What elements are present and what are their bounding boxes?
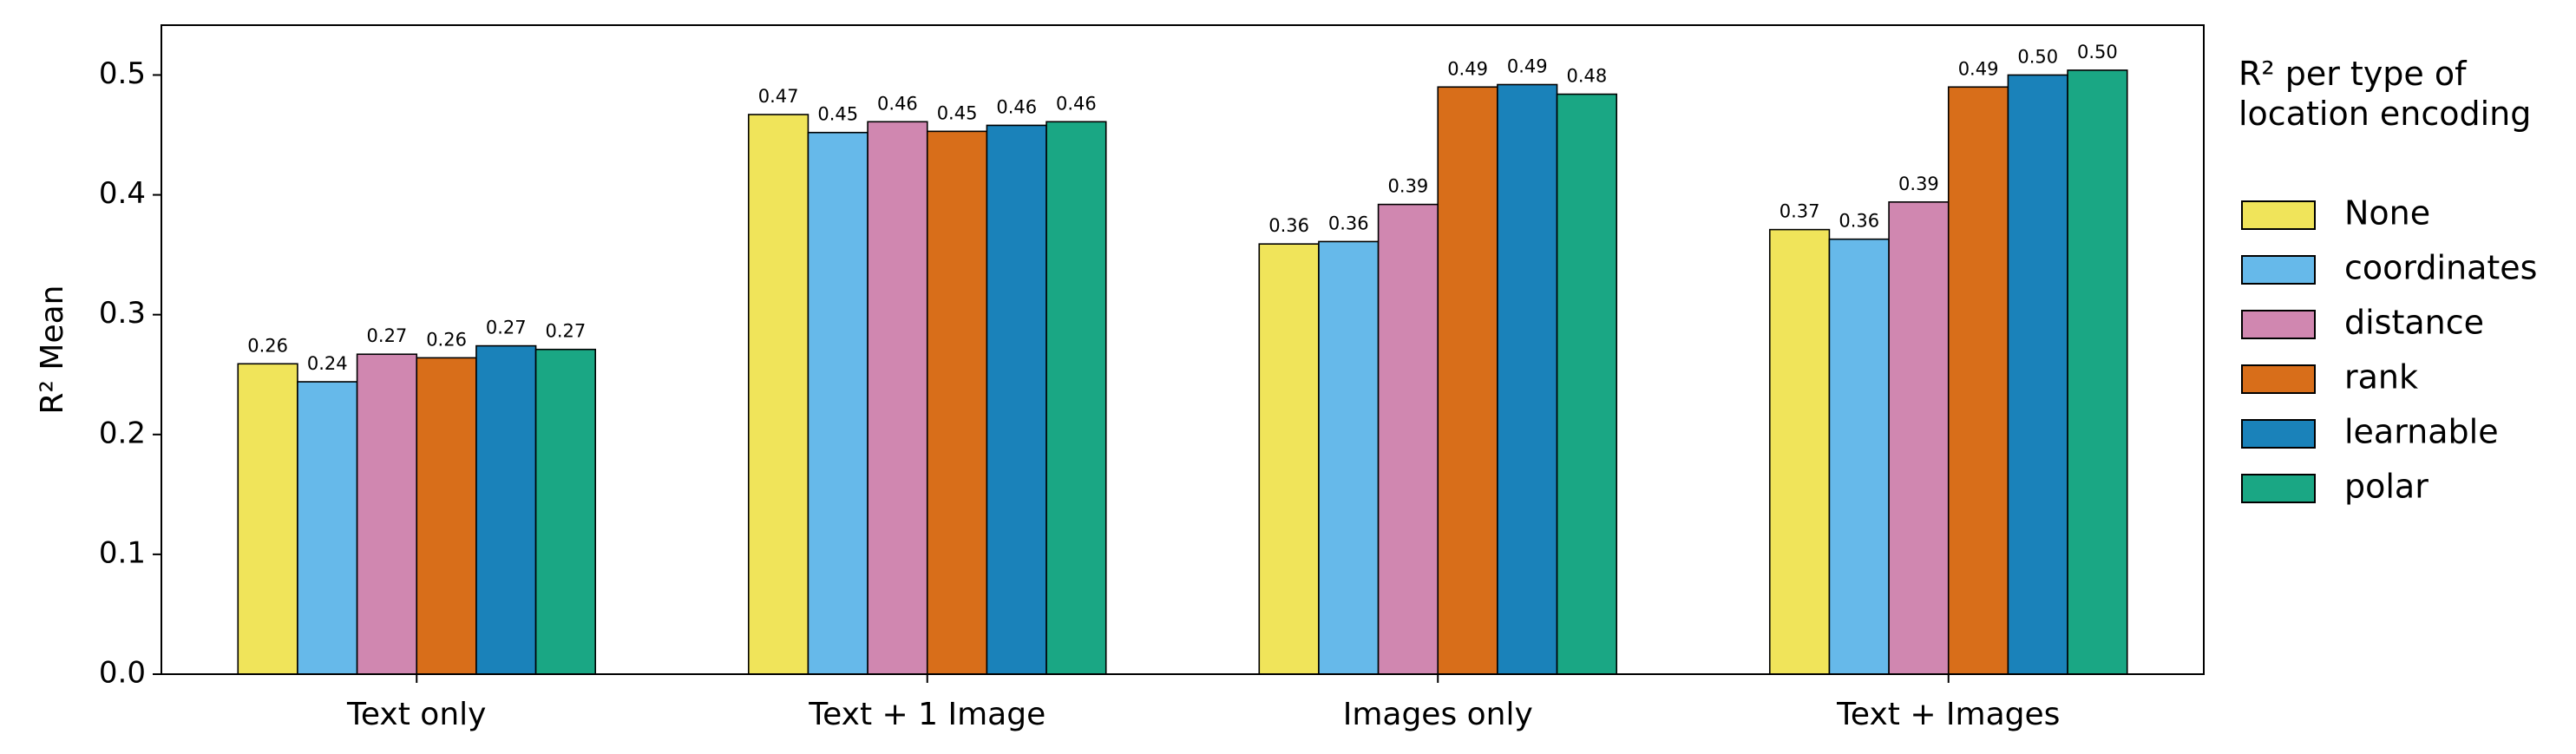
- value-label: 0.49: [1958, 58, 1999, 79]
- value-label: 0.39: [1388, 176, 1429, 197]
- legend-swatch: [2241, 310, 2316, 339]
- value-label: 0.50: [2017, 46, 2058, 67]
- bar: [237, 363, 298, 675]
- legend-label: coordinates: [2344, 249, 2537, 287]
- legend-swatch: [2241, 255, 2316, 285]
- value-label: 0.45: [817, 104, 858, 125]
- legend-label: learnable: [2344, 413, 2499, 451]
- x-tick-label: Text + Images: [1836, 697, 2060, 732]
- legend-label: rank: [2344, 358, 2418, 397]
- value-label: 0.27: [546, 321, 587, 342]
- bar: [1258, 243, 1320, 675]
- bar: [297, 381, 358, 675]
- value-label: 0.46: [996, 96, 1037, 117]
- bar: [1497, 83, 1558, 675]
- bar: [356, 353, 418, 675]
- y-tick-label: 0.3: [99, 296, 146, 331]
- value-label: 0.50: [2077, 42, 2118, 62]
- bar: [1947, 86, 2009, 675]
- value-label: 0.39: [1898, 174, 1939, 194]
- bar: [867, 121, 928, 675]
- bar: [2067, 69, 2128, 675]
- value-label: 0.37: [1780, 201, 1820, 222]
- bar: [807, 131, 868, 675]
- value-label: 0.45: [937, 102, 978, 123]
- y-tick-label: 0.1: [99, 535, 146, 570]
- y-tick-label: 0.0: [99, 656, 146, 691]
- value-label: 0.49: [1507, 56, 1548, 77]
- value-label: 0.36: [1328, 213, 1369, 233]
- bar: [1318, 240, 1380, 675]
- y-axis-label: R² Mean: [35, 285, 70, 415]
- legend-swatch: [2241, 200, 2316, 230]
- value-label: 0.47: [758, 86, 799, 107]
- value-label: 0.26: [426, 329, 467, 350]
- bar: [534, 348, 597, 675]
- value-label: 0.27: [486, 318, 527, 338]
- value-label: 0.24: [307, 353, 348, 374]
- y-tick-label: 0.5: [99, 56, 146, 91]
- value-label: 0.27: [367, 325, 408, 346]
- legend-label: None: [2344, 194, 2430, 233]
- bar: [475, 344, 537, 675]
- bar: [986, 124, 1047, 675]
- x-tick-label: Images only: [1343, 697, 1533, 732]
- legend-label: distance: [2344, 304, 2484, 342]
- value-label: 0.36: [1268, 215, 1309, 236]
- bar: [926, 130, 988, 675]
- x-tick-label: Text only: [346, 697, 486, 732]
- value-label: 0.36: [1839, 211, 1879, 232]
- bar: [1377, 203, 1439, 675]
- legend-swatch: [2241, 474, 2316, 503]
- bar: [1768, 228, 1831, 675]
- legend-title: R² per type of location encoding: [2238, 55, 2532, 133]
- bar: [2007, 74, 2068, 675]
- y-tick-label: 0.4: [99, 176, 146, 211]
- legend-label: polar: [2344, 468, 2429, 506]
- value-label: 0.49: [1447, 58, 1488, 79]
- bar: [1828, 238, 1890, 675]
- y-tick-label: 0.2: [99, 416, 146, 450]
- bar: [1556, 93, 1618, 675]
- x-tick-label: Text + 1 Image: [808, 697, 1045, 732]
- bar: [1437, 86, 1498, 675]
- bar: [1888, 201, 1950, 675]
- value-label: 0.48: [1567, 66, 1608, 87]
- value-label: 0.46: [1056, 93, 1097, 114]
- legend-swatch: [2241, 419, 2316, 449]
- bar: [747, 114, 810, 675]
- plot-frame: [161, 24, 2205, 675]
- bar: [1045, 121, 1107, 675]
- value-label: 0.46: [877, 93, 918, 114]
- bar: [416, 357, 477, 675]
- legend-swatch: [2241, 364, 2316, 394]
- value-label: 0.26: [247, 335, 288, 356]
